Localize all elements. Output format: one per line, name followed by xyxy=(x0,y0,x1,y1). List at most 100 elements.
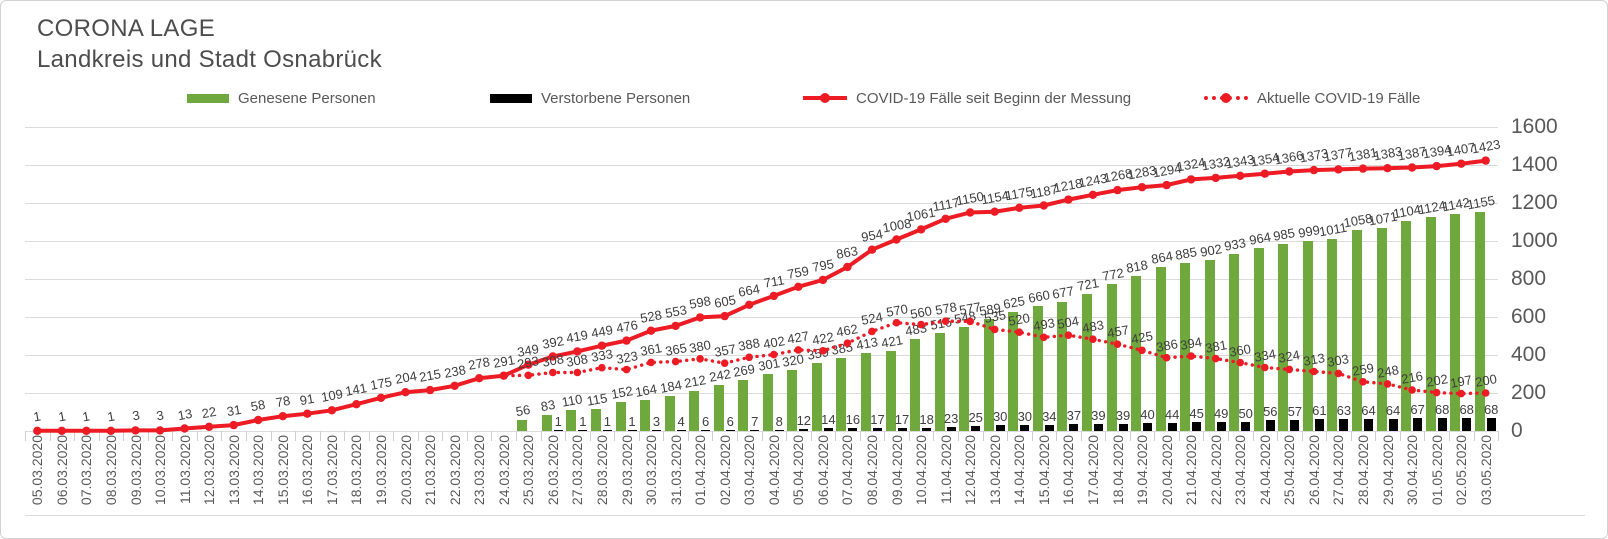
x-axis-tick xyxy=(859,431,861,441)
deceased-value-label: 45 xyxy=(1189,406,1204,422)
deceased-value-label: 39 xyxy=(1115,407,1131,423)
deceased-value-label: 34 xyxy=(1042,408,1057,424)
x-axis-label: 17.04.2020 xyxy=(1084,435,1101,506)
total-cases-point xyxy=(990,207,999,216)
total-cases-value-label: 238 xyxy=(442,362,467,381)
deceased-bar xyxy=(676,429,686,431)
y-axis-tick-label: 200 xyxy=(1511,381,1547,404)
x-axis-tick xyxy=(1228,431,1229,441)
x-axis-tick xyxy=(1203,431,1205,441)
x-axis-label: 21.04.2020 xyxy=(1183,435,1200,506)
active-cases-value-label: 361 xyxy=(639,340,663,360)
total-cases-value-label: 91 xyxy=(298,390,316,408)
deceased-value-label: 17 xyxy=(870,411,885,427)
x-axis-label: 18.03.2020 xyxy=(348,435,365,506)
recovered-bar xyxy=(541,415,552,431)
total-cases-line xyxy=(37,158,1486,433)
total-cases-value-label: 476 xyxy=(614,316,639,336)
deceased-value-label: 17 xyxy=(894,411,910,427)
solid-line-swatch-icon xyxy=(803,93,847,103)
active-cases-value-label: 248 xyxy=(1375,362,1400,381)
x-axis-tick xyxy=(1056,431,1058,441)
x-axis-tick xyxy=(663,431,665,441)
x-axis-label: 27.04.2020 xyxy=(1330,435,1347,506)
total-cases-point xyxy=(892,235,901,244)
total-cases-point xyxy=(499,371,508,380)
deceased-value-label: 23 xyxy=(943,410,959,426)
legend-label-recovered: Genesene Personen xyxy=(238,89,376,107)
deceased-bar xyxy=(578,429,588,431)
active-cases-value-label: 216 xyxy=(1400,368,1425,387)
total-cases-value-label: 22 xyxy=(200,403,218,421)
active-cases-value-label: 457 xyxy=(1105,322,1130,341)
deceased-bar xyxy=(701,429,711,431)
x-axis-label: 22.03.2020 xyxy=(446,435,463,506)
deceased-bar xyxy=(922,427,932,431)
x-axis-tick xyxy=(1129,431,1131,441)
deceased-value-label: 6 xyxy=(726,413,734,429)
total-cases-point xyxy=(376,393,386,402)
x-axis-label: 27.03.2020 xyxy=(569,435,586,506)
x-axis-label: 22.04.2020 xyxy=(1207,435,1224,506)
total-cases-value-label: 1 xyxy=(32,408,43,425)
deceased-value-label: 14 xyxy=(821,412,836,428)
x-axis-label: 19.03.2020 xyxy=(373,435,389,506)
deceased-bar xyxy=(1216,421,1226,431)
x-axis-label: 16.03.2020 xyxy=(299,435,316,506)
active-cases-value-label: 570 xyxy=(884,300,909,320)
active-cases-value-label: 324 xyxy=(1277,347,1302,367)
total-cases-value-label: 528 xyxy=(639,306,663,326)
total-cases-value-label: 392 xyxy=(540,332,565,352)
recovered-bar xyxy=(1425,217,1436,431)
legend-item-total-cases: COVID-19 Fälle seit Beginn der Messung xyxy=(803,89,1131,107)
x-axis-tick xyxy=(810,431,812,441)
total-cases-point xyxy=(1457,159,1466,168)
total-cases-point xyxy=(769,291,778,301)
active-cases-point xyxy=(622,365,631,374)
total-cases-point xyxy=(1432,161,1441,171)
x-axis-tick xyxy=(344,431,346,441)
recovered-bar xyxy=(762,373,773,431)
x-axis-label: 24.04.2020 xyxy=(1256,435,1273,506)
total-cases-point xyxy=(941,214,950,223)
x-axis-tick xyxy=(761,431,763,441)
recovered-bar xyxy=(1450,214,1461,431)
x-axis-label: 23.03.2020 xyxy=(471,435,488,506)
x-axis-label: 11.03.2020 xyxy=(176,435,193,505)
x-axis-tick xyxy=(1350,431,1352,441)
x-axis-tick xyxy=(884,431,886,441)
total-cases-point xyxy=(1186,175,1196,184)
active-cases-value-label: 560 xyxy=(909,302,934,322)
x-axis-label: 16.04.2020 xyxy=(1060,435,1077,506)
recovered-value-label: 413 xyxy=(855,333,879,353)
legend-label-active-cases: Aktuelle COVID-19 Fälle xyxy=(1257,89,1421,107)
active-cases-point xyxy=(549,368,557,377)
legend-label-deceased: Verstorbene Personen xyxy=(541,89,691,107)
deceased-bar xyxy=(971,426,981,432)
recovered-bar-swatch-icon xyxy=(187,93,229,103)
x-axis-tick xyxy=(1080,431,1082,441)
deceased-value-label: 40 xyxy=(1140,407,1155,423)
recovered-bar xyxy=(640,399,650,431)
x-axis-tick xyxy=(147,431,149,441)
recovered-value-label: 242 xyxy=(707,366,732,385)
x-axis-tick xyxy=(638,431,640,441)
x-axis-label: 13.04.2020 xyxy=(986,435,1003,506)
total-cases-value-label: 711 xyxy=(762,272,786,291)
total-cases-value-label: 863 xyxy=(835,243,860,262)
active-cases-value-label: 524 xyxy=(860,309,884,329)
total-cases-point xyxy=(1015,203,1024,212)
active-cases-point xyxy=(328,406,336,415)
active-cases-value-label: 200 xyxy=(1473,371,1498,390)
total-cases-point xyxy=(1113,185,1122,195)
total-cases-point xyxy=(327,406,337,415)
recovered-value-label: 677 xyxy=(1051,283,1076,303)
recovered-bar xyxy=(615,402,626,431)
recovered-value-label: 115 xyxy=(585,390,609,409)
deceased-value-label: 7 xyxy=(751,413,759,429)
active-cases-value-label: 577 xyxy=(958,299,983,319)
recovered-value-label: 902 xyxy=(1198,240,1223,260)
x-axis-label: 29.03.2020 xyxy=(618,435,635,506)
x-axis-label: 30.04.2020 xyxy=(1404,435,1421,506)
